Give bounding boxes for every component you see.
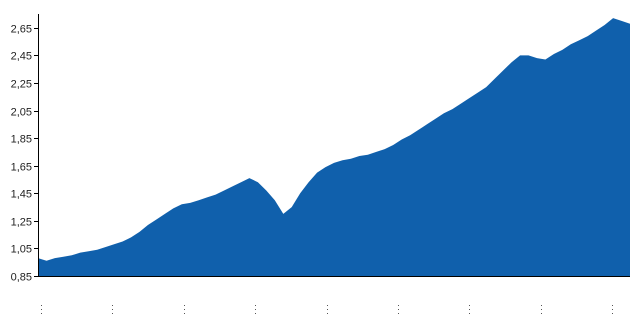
y-tick-label: 2,05 [11, 107, 32, 119]
y-tick-label: 1,65 [11, 162, 32, 174]
axis-layer [38, 14, 630, 277]
y-tick-label: 1,25 [11, 217, 32, 229]
y-tick-label: 2,25 [11, 79, 32, 91]
y-tick-label: 2,45 [11, 51, 32, 63]
y-tick-label: 0,85 [11, 272, 32, 284]
area-series-0 [38, 18, 630, 276]
area-layer [38, 18, 630, 276]
y-tick-label: 1,85 [11, 134, 32, 146]
y-tick-label: 2,65 [11, 24, 32, 36]
y-tick-layer: 0,85 1,05 1,25 1,45 1,65 1,85 2,05 2,25 2,45 2,65 [11, 24, 38, 284]
x-tick-layer [41, 305, 613, 317]
y-tick-label: 1,05 [11, 244, 32, 256]
y-tick-label: 1,45 [11, 189, 32, 201]
